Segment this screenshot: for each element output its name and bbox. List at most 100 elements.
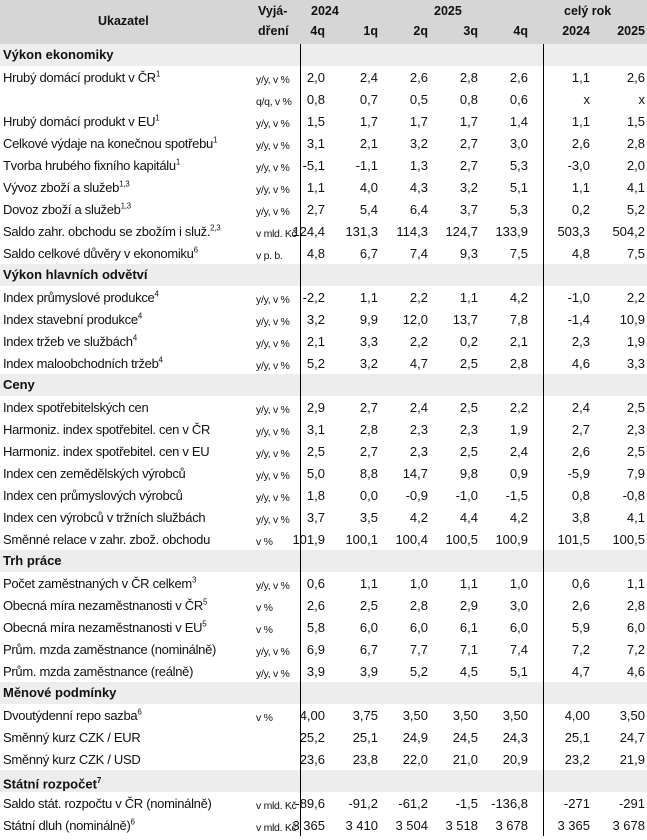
value-cell: 2,5: [359, 598, 378, 613]
section-title: Trh práce: [3, 553, 62, 568]
row-label-text: Vývoz zboží a služeb: [3, 180, 120, 195]
table-row: Index spotřebitelských cen y/y, v % 2,9 2,7…: [0, 396, 647, 418]
value-cell: 7,1: [459, 642, 478, 657]
value-cell: 2,6: [409, 70, 428, 85]
row-label: Harmoniz. index spotřebitel. cen v EU: [3, 440, 210, 464]
header-col: 4q: [513, 24, 528, 38]
value-cell: 2,4: [571, 400, 590, 415]
value-cell: 2,5: [306, 444, 325, 459]
value-cell: 3,0: [509, 136, 528, 151]
row-label: Vývoz zboží a služeb1,3: [3, 176, 130, 200]
row-label: Směnné relace v zahr. zbož. obchodu: [3, 528, 210, 552]
value-cell: -291: [618, 796, 645, 811]
value-cell: -1,0: [455, 488, 478, 503]
value-cell: -5,9: [567, 466, 590, 481]
value-cell: 4,8: [306, 246, 325, 261]
value-cell: 9,3: [459, 246, 478, 261]
value-cell: 23,2: [564, 752, 590, 767]
row-label: Obecná míra nezaměstnanosti v ČR5: [3, 594, 207, 618]
value-cell: 1,4: [509, 114, 528, 129]
value-cell: 3,2: [459, 180, 478, 195]
value-cell: 1,7: [459, 114, 478, 129]
value-cell: 101,9: [292, 532, 325, 547]
row-label-text: Celkové výdaje na konečnou spotřebu: [3, 136, 213, 151]
value-cell: 1,9: [509, 422, 528, 437]
table-row: Index stavební produkce4 y/y, v % 3,2 9,9 12…: [0, 308, 647, 330]
row-unit: y/y, v %: [256, 316, 290, 328]
table-row: Celkové výdaje na konečnou spotřebu1 y/y,…: [0, 132, 647, 154]
table-row: Hrubý domácí produkt v EU1 y/y, v % 1,5 1,7…: [0, 110, 647, 132]
value-cell: 4,2: [509, 290, 528, 305]
value-cell: 0,8: [306, 92, 325, 107]
row-unit: v mld. Kč: [256, 228, 297, 240]
row-unit: v %: [256, 536, 273, 548]
row-label-text: Obecná míra nezaměstnanosti v EU: [3, 620, 203, 635]
value-cell: 124,7: [445, 224, 478, 239]
value-cell: 5,3: [509, 158, 528, 173]
value-cell: 9,9: [359, 312, 378, 327]
value-cell: 3 504: [395, 818, 428, 833]
footnote-ref: 2,3: [210, 223, 221, 233]
row-label-text: Index maloobchodních tržeb: [3, 356, 159, 371]
value-cell: 0,6: [306, 576, 325, 591]
table-row: Harmoniz. index spotřebitel. cen v EU y/y…: [0, 440, 647, 462]
header-col: 4q: [310, 24, 325, 38]
value-cell: 12,0: [402, 312, 428, 327]
section-header: Státní rozpočet7: [0, 770, 647, 792]
table-row: Dovoz zboží a služeb1,3 y/y, v % 2,7 5,4 6,4…: [0, 198, 647, 220]
section-header: Měnové podmínky: [0, 682, 647, 704]
header-col: 3q: [463, 24, 478, 38]
table-row: Index cen průmyslových výrobců y/y, v % 1,…: [0, 484, 647, 506]
value-cell: 1,1: [306, 180, 325, 195]
value-cell: 5,2: [409, 664, 428, 679]
value-cell: 2,3: [409, 444, 428, 459]
value-cell: 3,9: [359, 664, 378, 679]
row-label: Saldo celkové důvěry v ekonomiku6: [3, 242, 198, 266]
row-label-text: Státní dluh (nominálně): [3, 818, 131, 833]
value-cell: 2,6: [571, 444, 590, 459]
row-label: Saldo zahr. obchodu se zbožím i služ.2,3: [3, 220, 221, 244]
value-cell: 0,0: [359, 488, 378, 503]
value-cell: 0,5: [409, 92, 428, 107]
value-cell: -3,0: [567, 158, 590, 173]
row-label-text: Index cen zemědělských výrobců: [3, 466, 186, 481]
row-label-text: Harmoniz. index spotřebitel. cen v ČR: [3, 422, 211, 437]
row-label-text: Index cen průmyslových výrobců: [3, 488, 183, 503]
row-label: Směnný kurz CZK / USD: [3, 748, 141, 772]
row-label: Index průmyslové produkce4: [3, 286, 159, 310]
value-cell: 2,3: [626, 422, 645, 437]
value-cell: 2,0: [306, 70, 325, 85]
row-label-text: Index spotřebitelských cen: [3, 400, 149, 415]
row-unit: v mld. Kč: [256, 800, 297, 812]
value-cell: -1,5: [455, 796, 478, 811]
value-cell: 3,7: [459, 202, 478, 217]
value-cell: 7,9: [626, 466, 645, 481]
value-cell: 2,9: [306, 400, 325, 415]
value-cell: 14,7: [402, 466, 428, 481]
value-cell: 0,2: [571, 202, 590, 217]
value-cell: 3 518: [445, 818, 478, 833]
value-cell: 2,5: [459, 356, 478, 371]
value-cell: x: [638, 92, 646, 107]
value-cell: 4,1: [626, 510, 645, 525]
value-cell: 7,4: [409, 246, 428, 261]
row-label: Státní dluh (nominálně)6: [3, 814, 135, 838]
value-cell: 2,7: [459, 158, 478, 173]
row-label-text: Hrubý domácí produkt v EU: [3, 114, 156, 129]
row-label: Dovoz zboží a služeb1,3: [3, 198, 131, 222]
section-title: Státní rozpočet: [3, 776, 97, 792]
value-cell: 100,1: [345, 532, 378, 547]
value-cell: 2,1: [359, 136, 378, 151]
value-cell: 3 365: [557, 818, 590, 833]
row-unit: y/y, v %: [256, 470, 290, 482]
value-cell: -91,2: [348, 796, 378, 811]
row-label-text: Dovoz zboží a služeb: [3, 202, 121, 217]
value-cell: 1,1: [359, 576, 378, 591]
value-cell: x: [583, 92, 591, 107]
value-cell: 7,2: [626, 642, 645, 657]
row-label-text: Index průmyslové produkce: [3, 290, 155, 305]
value-cell: 3,2: [359, 356, 378, 371]
value-cell: 2,1: [306, 334, 325, 349]
value-cell: 2,0: [626, 158, 645, 173]
